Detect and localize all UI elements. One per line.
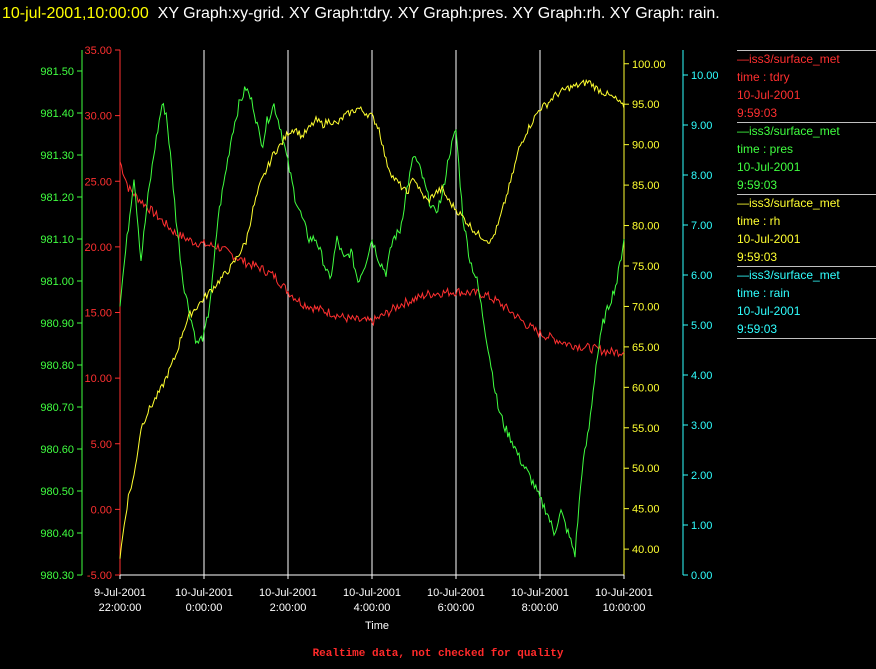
time-tick-clock: 2:00:00 — [270, 602, 307, 614]
time-tick-date: 10-Jul-2001 — [427, 587, 485, 599]
time-tick-clock: 0:00:00 — [186, 602, 223, 614]
rh-tick-label: 95.00 — [632, 99, 660, 111]
time-tick-clock: 22:00:00 — [99, 602, 142, 614]
time-tick-clock: 10:00:00 — [603, 602, 646, 614]
pres-tick-label: 980.90 — [40, 318, 74, 330]
time-tick-date: 10-Jul-2001 — [259, 587, 317, 599]
tdry-tick-label: 10.00 — [84, 373, 112, 385]
rain-tick-label: 7.00 — [691, 220, 712, 232]
legend-rh-line: 10-Jul-2001 — [737, 232, 801, 246]
rain-tick-label: 2.00 — [691, 470, 712, 482]
rain-tick-label: 9.00 — [691, 120, 712, 132]
legend-pres-line: time : pres — [737, 142, 793, 156]
rh-tick-label: 50.00 — [632, 463, 660, 475]
legend-rain-line: 10-Jul-2001 — [737, 304, 801, 318]
tdry-tick-label: 25.00 — [84, 176, 112, 188]
legend-tdry-line: time : tdry — [737, 70, 790, 84]
rh-series-line — [119, 78, 625, 559]
time-tick-clock: 4:00:00 — [354, 602, 391, 614]
time-tick-date: 9-Jul-2001 — [94, 587, 146, 599]
time-tick-date: 10-Jul-2001 — [511, 587, 569, 599]
rain-tick-label: 5.00 — [691, 320, 712, 332]
chart-title: 10-jul-2001,10:00:00 XY Graph:xy-grid. X… — [2, 2, 862, 26]
legend-pres-line: 10-Jul-2001 — [737, 160, 801, 174]
tdry-tick-label: 35.00 — [84, 45, 112, 57]
time-axis-label: Time — [365, 620, 389, 632]
tdry-tick-label: 15.00 — [84, 308, 112, 320]
pres-tick-label: 981.10 — [40, 234, 74, 246]
axes: 980.30 980.40 980.50 980.60 980.70 980.80 980.… — [40, 45, 718, 582]
rh-tick-label: 100.00 — [632, 59, 666, 71]
rain-tick-label: 3.00 — [691, 420, 712, 432]
pres-tick-label: 980.80 — [40, 360, 74, 372]
time-tick-clock: 8:00:00 — [522, 602, 559, 614]
quality-notice: Realtime data, not checked for quality — [312, 648, 564, 660]
rain-tick-label: 1.00 — [691, 520, 712, 532]
rain-tick-label: 10.00 — [691, 70, 719, 82]
rain-tick-label: 4.00 — [691, 370, 712, 382]
pres-tick-label: 981.50 — [40, 66, 74, 78]
rh-tick-label: 70.00 — [632, 301, 660, 313]
time-tick-clock: 6:00:00 — [438, 602, 475, 614]
title-timestamp: 10-jul-2001,10:00:00 — [2, 5, 149, 22]
pres-tick-label: 980.70 — [40, 402, 74, 414]
tdry-tick-label: 0.00 — [91, 504, 112, 516]
rain-tick-label: 6.00 — [691, 270, 712, 282]
legend-rain-line: time : rain — [737, 286, 790, 300]
pres-tick-label: 980.40 — [40, 528, 74, 540]
legend-rh-line: —iss3/surface_met — [737, 196, 840, 210]
rain-tick-label: 0.00 — [691, 570, 712, 582]
legend-tdry-line: 10-Jul-2001 — [737, 88, 801, 102]
time-axis: 9-Jul-2001 22:00:00 10-Jul-2001 0:00:00 10-J… — [94, 574, 653, 632]
pres-tick-label: 981.00 — [40, 276, 74, 288]
pres-tick-label: 981.20 — [40, 192, 74, 204]
pres-tick-label: 981.40 — [40, 108, 74, 120]
tdry-tick-label: 5.00 — [91, 439, 112, 451]
rain-tick-label: 8.00 — [691, 170, 712, 182]
rh-tick-label: 45.00 — [632, 504, 660, 516]
rh-tick-label: 85.00 — [632, 180, 660, 192]
rh-tick-label: 40.00 — [632, 544, 660, 556]
legend-rh-line: 9:59:03 — [737, 250, 777, 264]
legend-rain-line: —iss3/surface_met — [737, 268, 840, 282]
rh-tick-label: 90.00 — [632, 140, 660, 152]
legend-tdry-line: 9:59:03 — [737, 106, 777, 120]
rh-tick-label: 80.00 — [632, 221, 660, 233]
pres-tick-label: 980.30 — [40, 570, 74, 582]
time-tick-date: 10-Jul-2001 — [595, 587, 653, 599]
time-tick-date: 10-Jul-2001 — [175, 587, 233, 599]
tdry-tick-label: 20.00 — [84, 242, 112, 254]
title-graph-list: XY Graph:xy-grid. XY Graph:tdry. XY Grap… — [157, 5, 720, 22]
pres-tick-label: 981.30 — [40, 150, 74, 162]
rh-tick-label: 75.00 — [632, 261, 660, 273]
rh-tick-label: 60.00 — [632, 382, 660, 394]
time-tick-date: 10-Jul-2001 — [343, 587, 401, 599]
legend-pres-line: —iss3/surface_met — [737, 124, 840, 138]
tdry-tick-label: -5.00 — [87, 570, 112, 582]
legend-rh-line: time : rh — [737, 214, 780, 228]
pres-tick-label: 980.50 — [40, 486, 74, 498]
tdry-tick-label: 30.00 — [84, 111, 112, 123]
tdry-series-line — [119, 161, 625, 358]
legend-rain-line: 9:59:03 — [737, 322, 777, 336]
rh-tick-label: 65.00 — [632, 342, 660, 354]
legend-tdry-line: —iss3/surface_met — [737, 52, 840, 66]
pres-tick-label: 980.60 — [40, 444, 74, 456]
legend-pres-line: 9:59:03 — [737, 178, 777, 192]
pres-series-line — [119, 86, 625, 558]
vertical-grid — [203, 50, 541, 575]
rh-tick-label: 55.00 — [632, 423, 660, 435]
